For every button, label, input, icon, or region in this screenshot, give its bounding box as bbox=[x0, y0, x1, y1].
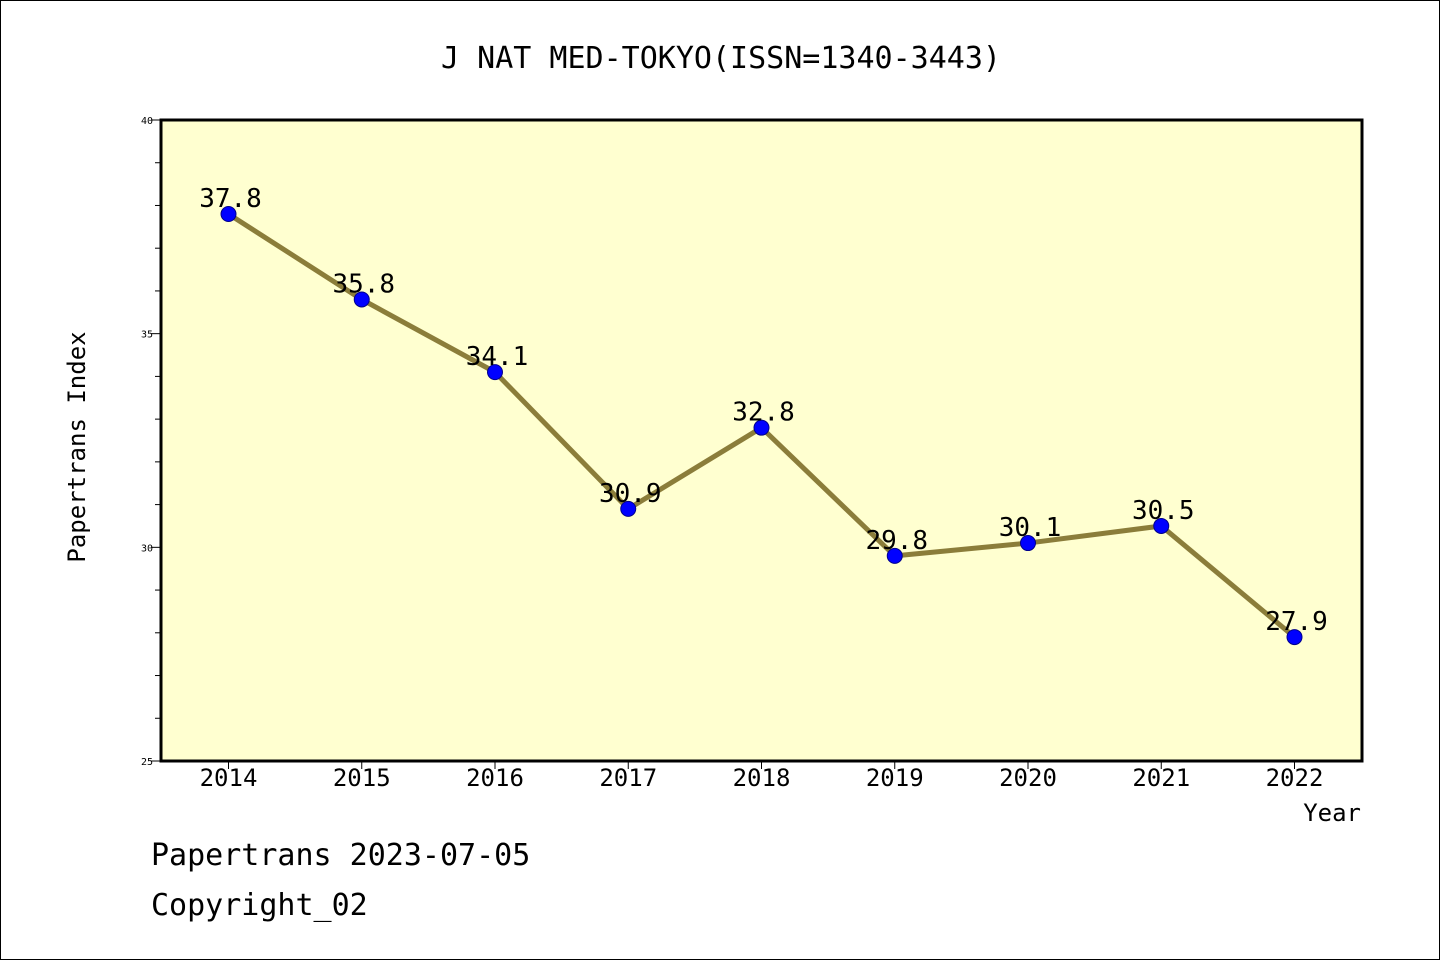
data-label: 35.8 bbox=[332, 269, 395, 299]
data-point bbox=[1020, 535, 1036, 552]
data-label: 34.1 bbox=[466, 342, 529, 372]
x-axis-ticks: 2014 2015 2016 2017 2018 2019 2020 2021 2022 bbox=[200, 761, 1324, 792]
y-tick-label: 40 bbox=[141, 116, 153, 127]
data-markers bbox=[220, 206, 1303, 646]
data-point bbox=[620, 500, 637, 517]
data-point bbox=[220, 206, 237, 223]
x-tick-label: 2018 bbox=[733, 764, 791, 792]
y-axis-label: Papertrans Index bbox=[63, 331, 91, 562]
data-label: 37.8 bbox=[199, 184, 262, 214]
data-point bbox=[753, 419, 770, 436]
data-point bbox=[1153, 517, 1170, 534]
chart-title: J NAT MED-TOKYO(ISSN=1340-3443) bbox=[441, 41, 1001, 76]
data-label: 29.8 bbox=[865, 526, 928, 556]
data-label: 30.1 bbox=[999, 513, 1062, 543]
data-point bbox=[886, 547, 903, 564]
y-axis-ticks: 25 30 35 40 bbox=[141, 116, 161, 768]
x-tick-label: 2016 bbox=[466, 764, 524, 792]
y-tick-label: 35 bbox=[141, 330, 153, 341]
footer-date: Papertrans 2023-07-05 bbox=[151, 838, 530, 873]
data-point bbox=[353, 291, 370, 308]
data-label: 27.9 bbox=[1265, 607, 1328, 637]
x-tick-label: 2020 bbox=[999, 764, 1057, 792]
data-point bbox=[1286, 629, 1303, 646]
x-tick-label: 2015 bbox=[333, 764, 391, 792]
x-tick-label: 2022 bbox=[1266, 764, 1324, 792]
data-label: 32.8 bbox=[732, 398, 795, 428]
footer-copyright: Copyright_02 bbox=[151, 888, 368, 923]
data-labels: 37.8 35.8 34.1 30.9 32.8 29.8 30.1 30.5 27.9 bbox=[199, 184, 1328, 637]
data-label: 30.9 bbox=[599, 479, 662, 509]
data-point bbox=[487, 364, 503, 381]
data-label: 30.5 bbox=[1132, 496, 1195, 526]
y-tick-label: 25 bbox=[141, 757, 153, 768]
x-axis-label: Year bbox=[1303, 799, 1361, 827]
plot-area bbox=[159, 118, 1364, 763]
x-tick-label: 2021 bbox=[1132, 764, 1190, 792]
x-tick-label: 2019 bbox=[866, 764, 924, 792]
x-tick-label: 2017 bbox=[599, 764, 657, 792]
y-tick-label: 30 bbox=[141, 543, 153, 554]
x-tick-label: 2014 bbox=[200, 764, 258, 792]
